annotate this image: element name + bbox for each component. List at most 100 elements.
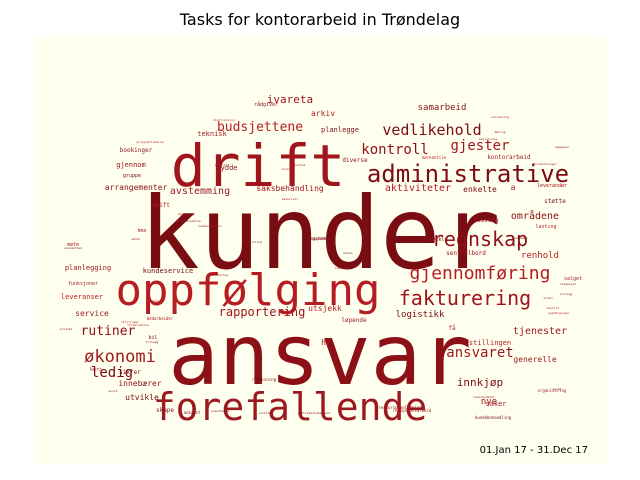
word-73: resepsjonsarbeid: [393, 408, 432, 413]
word-106: problemer: [512, 236, 528, 240]
word-11: vedlikehold: [382, 121, 481, 139]
word-115: verktøy: [259, 411, 272, 415]
word-59: få: [448, 325, 456, 332]
word-113: lovkrav: [282, 167, 295, 171]
word-97: varemottak: [64, 246, 82, 250]
word-62: rådgiver: [254, 101, 278, 108]
word-49: leveranser: [61, 293, 103, 301]
word-37: arrangementer: [105, 183, 168, 192]
word-15: ansvaret: [446, 345, 513, 361]
word-9: gjennomføring: [410, 263, 551, 284]
word-16: ledig: [91, 365, 133, 381]
word-47: bookinger: [120, 147, 153, 154]
word-50: kontorarbeid: [487, 154, 531, 161]
word-58: lossing: [473, 217, 499, 224]
word-19: aktiviteter: [385, 183, 451, 194]
word-48: planlegging: [65, 264, 111, 272]
word-45: saker: [485, 400, 506, 408]
word-86: orden: [543, 296, 552, 300]
word-65: funksjoner: [68, 281, 98, 287]
word-57: skape: [156, 407, 174, 414]
word-107: aktør: [131, 237, 140, 241]
word-39: a: [511, 183, 516, 192]
word-111: beste: [343, 251, 352, 255]
word-20: avstemming: [170, 186, 230, 197]
word-31: utvikle: [125, 393, 159, 402]
word-98: opplæring: [178, 212, 194, 216]
word-55: løpende: [341, 317, 367, 324]
word-88: levering: [335, 266, 350, 270]
word-23: ivareta: [267, 93, 313, 106]
word-60: kurs: [90, 367, 102, 373]
word-93: leverandører: [473, 395, 495, 399]
word-103: tillegg: [146, 340, 159, 344]
word-14: budsjettene: [217, 120, 303, 135]
word-33: saksbehandling: [256, 184, 324, 193]
word-77: ankomst: [184, 410, 201, 415]
word-96: resepsjon: [560, 282, 576, 286]
word-27: samarbeid: [418, 103, 467, 113]
word-82: oppgaver: [555, 145, 570, 149]
word-52: diverse: [342, 157, 368, 164]
word-30: service: [75, 309, 109, 318]
word-43: gjennom: [116, 161, 146, 169]
word-80: produkt: [60, 327, 73, 331]
word-67: videreutvikle: [408, 237, 447, 243]
word-34: utsjekk: [308, 304, 342, 313]
word-13: gjester: [450, 138, 509, 154]
word-63: hms: [137, 228, 146, 234]
word-25: tjenester: [513, 326, 567, 337]
word-76: kundebehandling: [475, 415, 512, 420]
word-87: bestilling: [244, 240, 262, 244]
word-21: innkjøp: [457, 376, 503, 389]
word-104: sjekker: [147, 299, 160, 303]
word-28: nye: [481, 397, 497, 407]
word-90: innlegg: [560, 292, 573, 296]
word-26: logistikk: [396, 310, 445, 320]
word-94: mottak: [295, 163, 306, 167]
word-layer: kunderansvardriftoppfølgingforefallendea…: [60, 93, 582, 429]
word-42: rydde: [216, 164, 237, 172]
word-12: kontroll: [361, 142, 428, 158]
word-105: stillinger: [121, 320, 139, 324]
word-91: håndtering: [210, 272, 228, 277]
word-83: materiell: [282, 197, 298, 201]
date-range-label: 01.Jan 17 - 31.Dec 17: [479, 445, 588, 456]
word-36: enkelte: [463, 185, 497, 194]
word-101: ansettelse: [211, 409, 229, 413]
word-84: oppfølginger: [548, 311, 570, 315]
word-53: sentralbord: [446, 250, 486, 257]
word-38: hr: [321, 338, 331, 347]
word-99: distribusjon: [213, 118, 235, 122]
word-79: prosjektledelse: [136, 140, 163, 144]
word-85: beslutning: [479, 137, 497, 141]
word-22: områdene: [511, 209, 559, 222]
word-109: bestilt: [547, 306, 560, 310]
word-40: teknisk: [197, 130, 227, 138]
word-61: gruppe: [123, 173, 141, 179]
word-110: kommunikasjon: [198, 224, 222, 228]
word-71: rådgivning: [252, 377, 277, 382]
word-108: forhandlinger: [533, 162, 557, 166]
word-56: sikrer: [119, 369, 141, 376]
word-2: ansvar: [168, 306, 471, 404]
word-70: salget: [564, 276, 582, 282]
word-35: generelle: [513, 355, 557, 364]
word-68: leverandør: [537, 183, 567, 189]
word-5: forefallende: [153, 385, 428, 429]
word-81: vedlikeholdsarbeid: [298, 411, 331, 415]
word-92: avvik: [108, 389, 117, 393]
word-89: forberedelse: [127, 323, 149, 327]
word-6: administrative: [367, 160, 569, 188]
word-17: rutiner: [81, 324, 136, 339]
word-10: økonomi: [84, 347, 156, 367]
word-95: kvalitet: [215, 163, 230, 167]
word-112: bæring: [495, 130, 506, 134]
word-3: drift: [171, 132, 346, 200]
word-46: kundeservice: [143, 267, 194, 275]
word-41: planlegge: [321, 126, 359, 134]
word-24: renhold: [521, 251, 559, 261]
word-75: organisering: [538, 388, 567, 393]
word-116: oppsett: [312, 236, 329, 241]
